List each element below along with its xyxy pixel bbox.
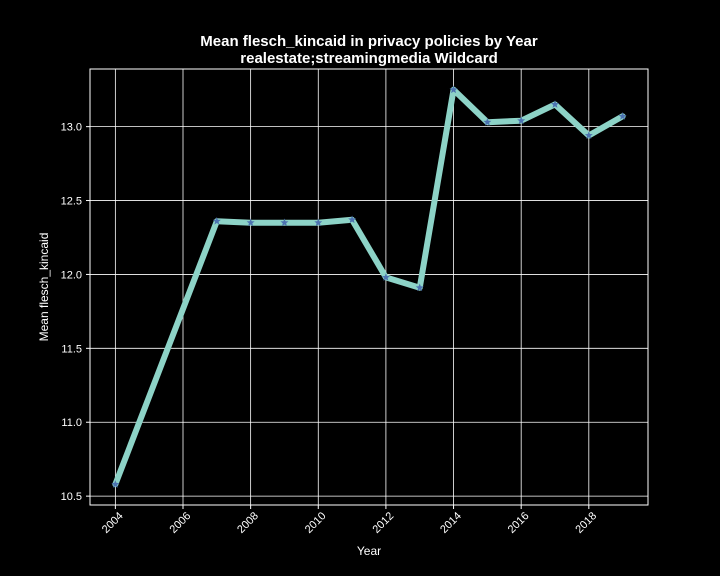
data-point-marker	[280, 218, 289, 227]
data-point-marker	[381, 273, 390, 281]
data-point-marker	[246, 218, 255, 227]
data-point-marker	[449, 85, 458, 94]
y-tick-label: 11.0	[61, 417, 82, 429]
data-point-marker	[212, 217, 221, 225]
data-point-marker	[415, 283, 424, 292]
chart-title: Mean flesch_kincaid in privacy policies …	[200, 33, 538, 50]
y-tick-label: 12.0	[61, 269, 82, 281]
y-tick-label: 10.5	[61, 491, 82, 503]
y-tick-label: 11.5	[61, 343, 82, 355]
y-tick-label: 12.5	[61, 196, 82, 208]
data-point-marker	[517, 116, 526, 125]
series-group	[111, 85, 627, 488]
chart-subtitle: realestate;streamingmedia Wildcard	[240, 50, 497, 67]
grid-lines	[90, 69, 648, 505]
data-point-marker	[111, 480, 120, 488]
data-point-marker	[348, 215, 357, 224]
y-axis-label: Mean flesch_kincaid	[37, 233, 51, 342]
data-point-marker	[551, 100, 559, 108]
series-line	[112, 86, 626, 488]
data-point-marker	[584, 131, 593, 139]
x-axis-label: Year	[357, 544, 381, 558]
data-point-marker	[618, 112, 627, 120]
data-point-marker	[483, 118, 492, 126]
data-point-marker	[314, 218, 323, 227]
plot-area-frame	[89, 68, 649, 506]
y-tick-label: 13.0	[61, 122, 82, 134]
